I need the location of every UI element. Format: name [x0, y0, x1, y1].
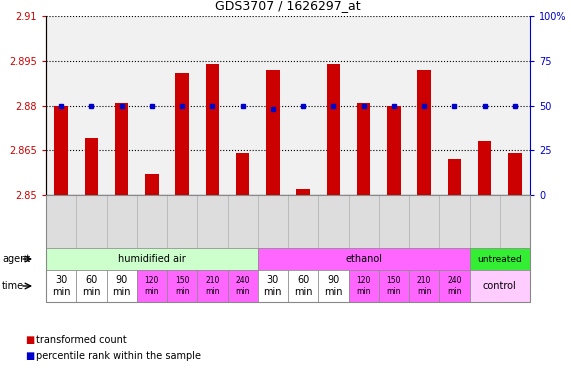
Text: untreated: untreated	[477, 255, 522, 263]
Bar	[288, 16, 318, 195]
Text: 60
min: 60 min	[82, 275, 100, 297]
Bar	[409, 16, 439, 195]
Text: transformed count: transformed count	[36, 335, 127, 345]
Bar	[107, 16, 136, 195]
Bar	[348, 16, 379, 195]
Bar	[508, 153, 522, 195]
Bar	[266, 70, 280, 195]
Text: 90
min: 90 min	[324, 275, 343, 297]
Bar	[258, 16, 288, 195]
Text: 150
min: 150 min	[387, 276, 401, 296]
Bar	[417, 70, 431, 195]
Text: humidified air: humidified air	[118, 254, 186, 264]
Bar	[197, 16, 227, 195]
Bar	[357, 103, 371, 195]
Bar	[115, 103, 128, 195]
Bar	[167, 16, 197, 195]
Text: agent: agent	[2, 254, 30, 264]
Text: 120
min: 120 min	[144, 276, 159, 296]
Bar	[227, 16, 258, 195]
Text: 240
min: 240 min	[235, 276, 250, 296]
Bar	[478, 141, 492, 195]
Bar	[318, 16, 348, 195]
Text: 120
min: 120 min	[356, 276, 371, 296]
Text: ■: ■	[25, 335, 35, 345]
Text: 210
min: 210 min	[417, 276, 431, 296]
Bar	[236, 153, 250, 195]
Bar	[500, 16, 530, 195]
Bar	[136, 16, 167, 195]
Bar	[296, 189, 310, 195]
Text: GDS3707 / 1626297_at: GDS3707 / 1626297_at	[215, 0, 361, 12]
Text: time: time	[2, 281, 24, 291]
Text: percentile rank within the sample: percentile rank within the sample	[36, 351, 201, 361]
Bar	[85, 138, 98, 195]
Text: 240
min: 240 min	[447, 276, 461, 296]
Bar	[327, 64, 340, 195]
Bar	[145, 174, 159, 195]
Bar	[439, 16, 469, 195]
Text: 30
min: 30 min	[52, 275, 70, 297]
Text: 90
min: 90 min	[112, 275, 131, 297]
Bar	[77, 16, 107, 195]
Bar	[46, 16, 77, 195]
Text: 150
min: 150 min	[175, 276, 190, 296]
Bar	[206, 64, 219, 195]
Text: ethanol: ethanol	[345, 254, 382, 264]
Bar	[54, 106, 68, 195]
Bar	[448, 159, 461, 195]
Bar	[175, 73, 189, 195]
Bar	[469, 16, 500, 195]
Bar	[379, 16, 409, 195]
Bar	[387, 106, 401, 195]
Text: control: control	[483, 281, 517, 291]
Text: ■: ■	[25, 351, 35, 361]
Text: 30
min: 30 min	[264, 275, 282, 297]
Text: 210
min: 210 min	[205, 276, 220, 296]
Text: 60
min: 60 min	[294, 275, 312, 297]
